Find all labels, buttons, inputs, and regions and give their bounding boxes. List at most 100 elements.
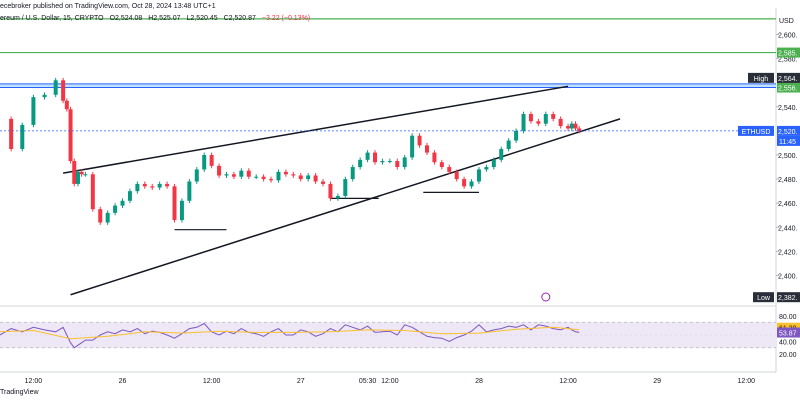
candle-body [507,141,511,149]
y-tick-label: 2,580. [778,57,798,64]
candle-body [328,184,332,198]
candle-body [224,174,228,175]
candle-body [366,153,370,160]
symbol-legend[interactable]: ereum / U.S. Dollar, 15, CRYPTO O2,524.0… [0,15,310,22]
x-tick-label: 26 [119,378,127,385]
candle-body [351,167,355,179]
candle-body [551,114,555,119]
ohlc-open: O2,524.08 [110,15,143,22]
candle-body [31,97,35,125]
candle-body [80,172,84,174]
candle-body [276,172,280,180]
candle-body [173,186,177,220]
candle-body [69,109,73,161]
candle-body [380,161,384,162]
tradingview-brand[interactable]: TradingView [0,389,39,396]
x-tick-label: 12:00 [559,378,577,385]
candle-body [432,153,436,163]
candle-body [106,213,110,223]
candle-body [269,179,273,180]
candle-body [418,136,422,146]
candle-body [232,174,236,176]
candle-body [440,162,444,167]
x-tick-label: 12:00 [381,378,399,385]
candle-body [187,182,191,201]
candle-body [91,174,95,209]
candle-body [247,171,251,177]
candle-body [254,177,258,178]
candle-body [143,184,147,186]
candle-body [61,80,65,100]
candle-body [284,172,288,174]
ohlc-change: −3.22 (−0.13%) [262,15,310,22]
ohlc-close: C2,520.87 [224,15,256,22]
candle-body [195,169,199,181]
candle-body [165,184,169,186]
y-tick-label: 2,480. [778,177,798,184]
candle-body [98,209,102,222]
symbol-name: ereum / U.S. Dollar, 15, CRYPTO [0,15,104,22]
candle-body [462,179,466,186]
candle-body [210,155,214,166]
candle-body [373,153,377,163]
candle-body [54,80,58,94]
candle-body [410,136,414,158]
candle-body [20,125,24,149]
publisher-line: ecebroker published on TradingView.com, … [0,3,216,10]
candle-body [336,196,340,198]
countdown-label: 11:45 [779,139,796,146]
x-tick-label: 12:00 [738,378,756,385]
x-tick-label: 12:00 [25,378,43,385]
price-tag: High [754,76,769,83]
price-tag: Low [757,295,771,302]
candle-body [128,191,132,201]
candle-body [574,124,578,129]
candle-body [239,171,243,177]
candle-body [135,184,139,191]
candle-body [180,201,184,220]
trendline [71,119,621,295]
candle-body [529,114,533,121]
rsi-tick-label: 20.00 [779,352,797,359]
rsi-tick-label: 80.00 [779,314,797,321]
candle-body [388,161,392,162]
candle-body [65,101,69,109]
ohlc-low: L2,520.45 [187,15,218,22]
candle-body [470,182,474,187]
price-tag: ETHUSD [742,129,771,136]
candle-body [76,172,80,184]
candle-body [566,126,570,128]
candle-body [321,182,325,184]
price-label: 2,556. [778,86,798,93]
price-label: 2,520. [778,129,798,136]
candle-body [83,174,87,175]
x-tick-label: 05:30 [359,378,377,385]
x-tick-label: 29 [653,378,661,385]
candle-body [570,124,574,129]
candle-body [484,167,488,169]
candle-body [447,167,451,172]
ohlc-high: H2,525.07 [148,15,180,22]
candle-body [291,174,295,175]
candle-body [536,121,540,123]
candle-body [202,155,206,169]
candle-body [492,160,496,167]
resistance-zone [0,84,776,88]
rsi-value-label: 53.87 [779,331,797,338]
candle-body [9,119,13,149]
x-tick-label: 27 [297,378,305,385]
candle-body [522,114,526,131]
candle-body [499,149,503,160]
alert-icon [542,293,550,301]
y-tick-label: 2,400. [778,273,798,280]
currency-label: USD [779,18,794,25]
candle-body [121,201,125,206]
candle-body [217,166,221,176]
candle-body [403,157,407,167]
candle-body [314,175,318,181]
candle-body [477,169,481,181]
candle-body [343,179,347,196]
candle-body [113,206,117,213]
